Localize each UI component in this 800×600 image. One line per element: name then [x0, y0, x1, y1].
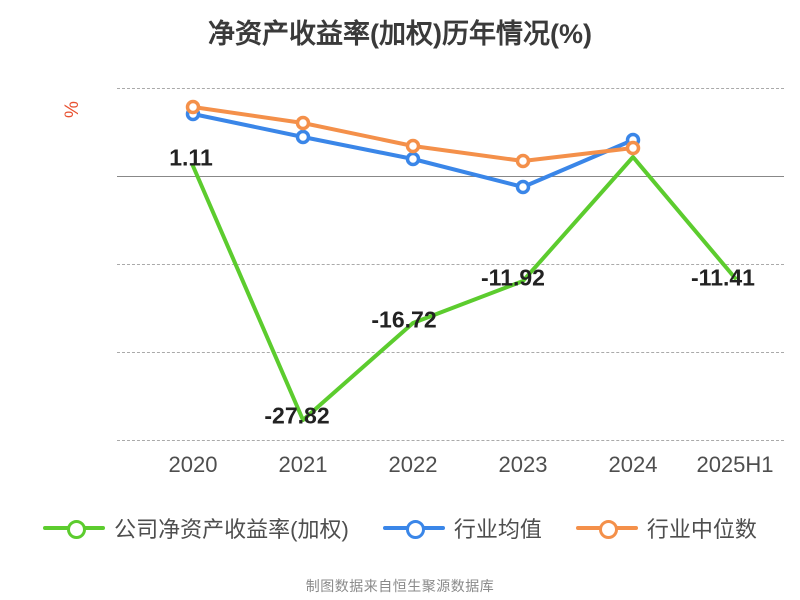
data-label-2021: -27.82 — [264, 402, 330, 429]
legend-label-company-roe: 公司净资产收益率(加权) — [114, 517, 349, 542]
gridline-minus10 — [117, 264, 784, 265]
data-label-2022: -16.72 — [371, 306, 437, 333]
legend-swatch-industry-median — [575, 519, 638, 539]
point-industry-median-2020 — [185, 99, 201, 115]
gridline-minus30 — [117, 440, 784, 441]
legend-swatch-industry-average — [382, 519, 445, 539]
point-industry-median-2024 — [625, 140, 641, 156]
axis-zero-line — [117, 176, 784, 177]
series-line-company-roe — [191, 155, 737, 422]
legend-label-industry-median: 行业中位数 — [646, 517, 757, 542]
x-tick-2020: 2020 — [168, 452, 218, 477]
point-industry-average-2022 — [405, 151, 421, 167]
point-industry-average-2023 — [515, 179, 531, 195]
legend-dot-industry-average — [406, 519, 426, 539]
data-label-2023: -11.92 — [481, 264, 545, 291]
data-label-2025H1: -11.41 — [691, 264, 755, 291]
gridline-minus20 — [117, 352, 784, 353]
x-tick-2024: 2024 — [608, 452, 658, 477]
data-label-2020: 1.11 — [169, 144, 213, 171]
point-industry-median-2022 — [405, 138, 421, 154]
legend-item-industry-median[interactable]: 行业中位数 — [575, 512, 757, 544]
point-industry-average-2021 — [295, 129, 311, 145]
x-tick-2025H1: 2025H1 — [696, 452, 774, 477]
x-tick-2022: 2022 — [388, 452, 438, 477]
chart-title: 净资产收益率(加权)历年情况(%) — [208, 19, 592, 49]
legend-dot-industry-median — [599, 519, 619, 539]
legend-dot-company-roe — [66, 519, 86, 539]
x-tick-2021: 2021 — [278, 452, 328, 477]
legend-label-industry-average: 行业均值 — [453, 517, 542, 542]
legend-item-industry-average[interactable]: 行业均值 — [382, 512, 542, 544]
point-industry-median-2021 — [295, 115, 311, 131]
legend-swatch-company-roe — [43, 519, 106, 539]
point-industry-median-2023 — [515, 153, 531, 169]
legend-item-company-roe[interactable]: 公司净资产收益率(加权) — [43, 512, 349, 544]
x-tick-2023: 2023 — [498, 452, 548, 477]
chart-legend: 公司净资产收益率(加权) 行业均值 行业中位数 — [0, 512, 800, 544]
gridline-10 — [117, 88, 784, 89]
source-note: 制图数据来自恒生聚源数据库 — [305, 578, 495, 594]
plot-area — [117, 88, 784, 441]
